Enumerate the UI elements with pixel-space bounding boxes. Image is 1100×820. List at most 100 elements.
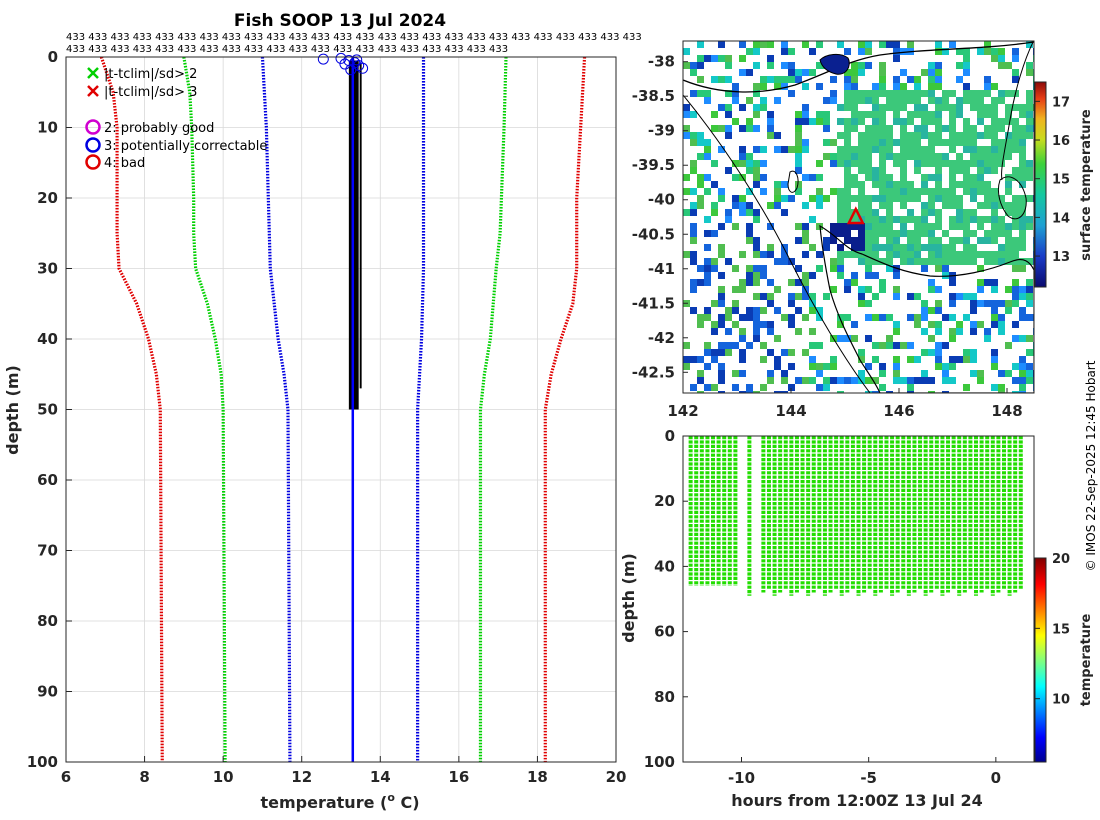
sst-pixel bbox=[837, 132, 844, 139]
sst-pixel bbox=[984, 104, 991, 111]
sst-pixel bbox=[697, 76, 704, 83]
sst-pixel bbox=[732, 300, 739, 307]
sst-pixel bbox=[858, 209, 865, 216]
sst-pixel bbox=[991, 97, 998, 104]
sst-pixel bbox=[1026, 349, 1033, 356]
legend-label-5: 4: bad bbox=[104, 156, 145, 171]
sst-pixel bbox=[704, 384, 711, 391]
sst-pixel bbox=[935, 328, 942, 335]
sst-pixel bbox=[837, 104, 844, 111]
sst-pixel bbox=[963, 160, 970, 167]
sst-pixel bbox=[998, 62, 1005, 69]
sst-pixel bbox=[935, 97, 942, 104]
sst-pixel bbox=[795, 167, 802, 174]
sst-pixel bbox=[928, 83, 935, 90]
sst-pixel bbox=[795, 223, 802, 230]
sst-pixel bbox=[697, 377, 704, 384]
sst-pixel bbox=[879, 41, 886, 48]
sst-pixel bbox=[942, 97, 949, 104]
sst-pixel bbox=[970, 230, 977, 237]
sst-pixel bbox=[1005, 286, 1012, 293]
sst-pixel bbox=[865, 111, 872, 118]
sst-pixel bbox=[816, 174, 823, 181]
sst-pixel bbox=[753, 265, 760, 272]
sst-pixel bbox=[886, 244, 893, 251]
sst-pixel bbox=[900, 69, 907, 76]
sst-pixel bbox=[872, 258, 879, 265]
sst-pixel bbox=[928, 223, 935, 230]
sst-pixel bbox=[907, 384, 914, 391]
sst-pixel bbox=[767, 125, 774, 132]
sst-pixel bbox=[872, 272, 879, 279]
sst-pixel bbox=[977, 265, 984, 272]
sst-pixel bbox=[970, 181, 977, 188]
sst-pixel bbox=[956, 97, 963, 104]
sst-pixel bbox=[879, 125, 886, 132]
sst-pixel bbox=[837, 118, 844, 125]
sst-pixel bbox=[963, 230, 970, 237]
sst-pixel bbox=[991, 55, 998, 62]
sst-pixel bbox=[872, 97, 879, 104]
sst-pixel bbox=[935, 265, 942, 272]
map-colorbar bbox=[1035, 82, 1046, 287]
sst-pixel bbox=[858, 251, 865, 258]
sst-pixel bbox=[851, 251, 858, 258]
sst-pixel bbox=[732, 307, 739, 314]
sst-pixel bbox=[907, 293, 914, 300]
sst-pixel bbox=[725, 62, 732, 69]
sst-pixel bbox=[1019, 195, 1026, 202]
sst-pixel bbox=[865, 48, 872, 55]
sst-pixel bbox=[991, 167, 998, 174]
sst-pixel bbox=[802, 223, 809, 230]
sst-pixel bbox=[725, 216, 732, 223]
sst-pixel bbox=[928, 307, 935, 314]
sst-pixel bbox=[977, 118, 984, 125]
sst-pixel bbox=[809, 363, 816, 370]
sst-pixel bbox=[795, 328, 802, 335]
sst-pixel bbox=[977, 97, 984, 104]
sst-pixel bbox=[844, 174, 851, 181]
sst-pixel bbox=[823, 139, 830, 146]
sst-pixel bbox=[1019, 174, 1026, 181]
sst-pixel bbox=[949, 237, 956, 244]
sst-pixel bbox=[921, 370, 928, 377]
sst-pixel bbox=[1026, 111, 1033, 118]
sst-pixel bbox=[886, 90, 893, 97]
sst-pixel bbox=[732, 321, 739, 328]
sst-pixel bbox=[1026, 370, 1033, 377]
sst-pixel bbox=[704, 244, 711, 251]
sst-pixel bbox=[942, 370, 949, 377]
sst-pixel bbox=[893, 181, 900, 188]
sst-pixel bbox=[760, 104, 767, 111]
sst-pixel bbox=[718, 76, 725, 83]
legend-marker-x bbox=[87, 67, 99, 79]
sst-pixel bbox=[1019, 356, 1026, 363]
sst-pixel bbox=[935, 48, 942, 55]
sst-pixel bbox=[823, 384, 830, 391]
sst-pixel bbox=[1019, 363, 1026, 370]
y-tick-label: 60 bbox=[37, 471, 58, 489]
sst-pixel bbox=[690, 111, 697, 118]
sst-pixel bbox=[907, 118, 914, 125]
sst-pixel bbox=[984, 258, 991, 265]
sst-pixel bbox=[739, 356, 746, 363]
sst-pixel bbox=[998, 321, 1005, 328]
sst-pixel bbox=[774, 76, 781, 83]
sst-pixel bbox=[984, 83, 991, 90]
sst-pixel bbox=[984, 132, 991, 139]
coast-tasmania bbox=[819, 224, 1034, 393]
sst-pixel bbox=[956, 48, 963, 55]
sst-pixel bbox=[914, 167, 921, 174]
sst-pixel bbox=[921, 328, 928, 335]
sst-pixel bbox=[893, 111, 900, 118]
sst-pixel bbox=[802, 174, 809, 181]
sst-pixel bbox=[865, 153, 872, 160]
sst-pixel bbox=[704, 272, 711, 279]
sst-pixel bbox=[690, 384, 697, 391]
sst-pixel bbox=[977, 370, 984, 377]
sst-pixel bbox=[753, 160, 760, 167]
sst-pixel bbox=[746, 202, 753, 209]
sst-pixel bbox=[690, 356, 697, 363]
sst-pixel bbox=[977, 188, 984, 195]
sst-pixel bbox=[893, 97, 900, 104]
